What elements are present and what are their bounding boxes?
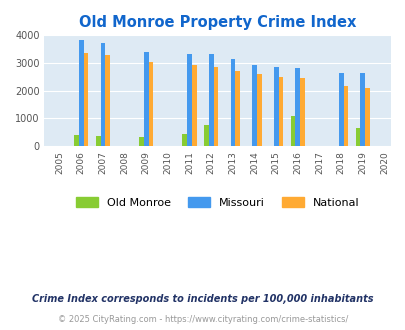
Bar xyxy=(208,54,213,146)
Bar xyxy=(83,53,88,146)
Bar xyxy=(139,137,143,146)
Bar xyxy=(148,62,153,146)
Bar xyxy=(204,125,208,146)
Bar xyxy=(79,40,83,146)
Title: Old Monroe Property Crime Index: Old Monroe Property Crime Index xyxy=(79,15,356,30)
Bar xyxy=(338,73,343,146)
Bar xyxy=(192,65,196,146)
Legend: Old Monroe, Missouri, National: Old Monroe, Missouri, National xyxy=(72,193,362,211)
Bar xyxy=(96,136,100,146)
Bar xyxy=(278,77,283,146)
Bar xyxy=(182,134,187,146)
Bar xyxy=(355,128,360,146)
Bar xyxy=(273,67,278,146)
Bar xyxy=(300,78,304,146)
Bar xyxy=(235,71,239,146)
Text: © 2025 CityRating.com - https://www.cityrating.com/crime-statistics/: © 2025 CityRating.com - https://www.city… xyxy=(58,315,347,324)
Bar xyxy=(105,55,110,146)
Bar xyxy=(100,43,105,146)
Bar xyxy=(230,59,235,146)
Bar xyxy=(213,67,218,146)
Bar xyxy=(143,52,148,146)
Bar xyxy=(74,135,79,146)
Bar xyxy=(187,54,192,146)
Bar xyxy=(364,88,369,146)
Bar xyxy=(256,74,261,146)
Bar xyxy=(252,65,256,146)
Bar xyxy=(295,68,300,146)
Bar xyxy=(290,116,295,146)
Bar xyxy=(343,86,347,146)
Text: Crime Index corresponds to incidents per 100,000 inhabitants: Crime Index corresponds to incidents per… xyxy=(32,294,373,304)
Bar xyxy=(360,73,364,146)
